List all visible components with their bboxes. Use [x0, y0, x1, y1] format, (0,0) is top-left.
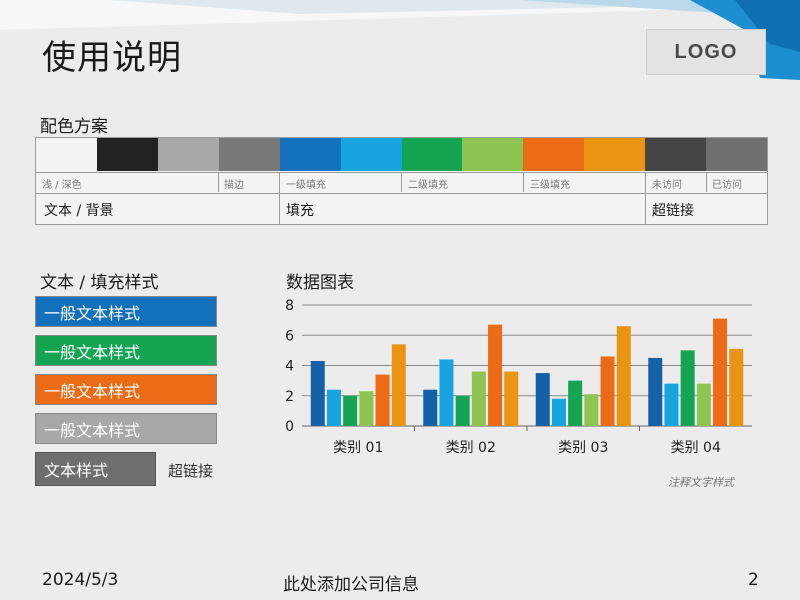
swatch-visited: [706, 138, 768, 171]
style-box-label: 一般文本样式: [44, 303, 141, 323]
footer-company: 此处添加公司信息: [283, 575, 419, 595]
slide-title: 使用说明: [42, 38, 182, 78]
bar: [551, 398, 566, 426]
bar: [713, 318, 728, 426]
y-tick-label: 8: [285, 298, 294, 314]
category-hyperlink: 超链接: [652, 203, 694, 219]
divider: [645, 172, 646, 224]
bar: [310, 360, 325, 426]
category-text-background: 文本 / 背景: [44, 203, 114, 219]
bar: [359, 391, 374, 426]
y-tick-label: 4: [285, 359, 294, 375]
bar: [375, 374, 390, 426]
logo-placeholder: LOGO: [646, 29, 766, 75]
bar: [729, 348, 744, 426]
swatch-row: [36, 138, 768, 171]
bar: [616, 326, 631, 426]
bar: [343, 395, 358, 426]
footer-date: 2024/5/3: [42, 570, 119, 590]
bar: [326, 389, 341, 426]
x-category-label: 类别 03: [558, 440, 608, 456]
y-tick-label: 2: [285, 389, 294, 405]
bar: [664, 383, 679, 426]
bar: [648, 357, 663, 426]
text-style-box: 文本样式: [35, 452, 156, 486]
style-box-gray: 一般文本样式: [35, 413, 217, 444]
label-visited: 已访问: [712, 180, 742, 191]
label-fill3: 三级填充: [530, 180, 570, 191]
swatch-fill3-b: [584, 138, 646, 171]
swatch-dark: [96, 138, 158, 171]
footer-page-number: 2: [748, 570, 759, 590]
y-tick-label: 6: [285, 328, 294, 344]
style-box-label: 一般文本样式: [44, 420, 141, 440]
swatch-gray-light: [157, 138, 219, 171]
x-category-label: 类别 01: [333, 440, 383, 456]
divider: [279, 172, 280, 224]
divider: [218, 172, 219, 192]
divider: [523, 172, 524, 192]
bar: [600, 356, 615, 426]
swatch-fill2-b: [462, 138, 524, 171]
swatch-fill1-a: [279, 138, 341, 171]
palette-title: 配色方案: [40, 117, 108, 137]
bar: [696, 383, 711, 426]
label-stroke: 描边: [224, 180, 244, 191]
category-fill: 填充: [286, 203, 314, 219]
bar: [584, 394, 599, 426]
swatch-light: [36, 138, 97, 171]
x-category-label: 类别 04: [671, 440, 721, 456]
bar: [455, 395, 470, 426]
bar: [391, 344, 406, 426]
divider: [706, 172, 707, 192]
hyperlink-sample[interactable]: 超链接: [168, 462, 214, 480]
y-tick-label: 0: [285, 419, 294, 435]
bar: [504, 371, 519, 426]
palette-category-row: 文本 / 背景 填充 超链接: [36, 194, 767, 224]
bar-chart: 0 2 4 6 8 类别 01 类别 02 类别 03 类别 04: [285, 298, 752, 456]
style-box-green: 一般文本样式: [35, 335, 217, 366]
bar: [439, 359, 454, 426]
bar: [423, 389, 438, 426]
bar: [535, 373, 550, 426]
swatch-stroke: [218, 138, 280, 171]
style-box-blue: 一般文本样式: [35, 296, 217, 327]
bar: [488, 324, 503, 426]
swatch-fill3-a: [523, 138, 585, 171]
styles-title: 文本 / 填充样式: [40, 273, 159, 293]
label-fill1: 一级填充: [286, 180, 326, 191]
swatch-fill2-a: [401, 138, 463, 171]
style-box-label: 一般文本样式: [44, 342, 141, 362]
label-light-dark: 浅 / 深色: [42, 180, 82, 191]
chart-title: 数据图表: [286, 273, 354, 293]
bar: [568, 380, 583, 426]
label-fill2: 二级填充: [408, 180, 448, 191]
divider: [401, 172, 402, 192]
swatch-unvisited: [645, 138, 707, 171]
bar: [471, 371, 486, 426]
x-category-label: 类别 02: [446, 440, 496, 456]
label-unvisited: 未访问: [652, 180, 682, 191]
swatch-fill1-b: [340, 138, 402, 171]
chart-annotation: 注释文字样式: [668, 476, 734, 489]
bar: [680, 350, 695, 426]
color-palette-table: 浅 / 深色 描边 一级填充 二级填充 三级填充 未访问 已访问 文本 / 背景…: [35, 137, 768, 225]
style-box-orange: 一般文本样式: [35, 374, 217, 405]
style-box-label: 一般文本样式: [44, 381, 141, 401]
